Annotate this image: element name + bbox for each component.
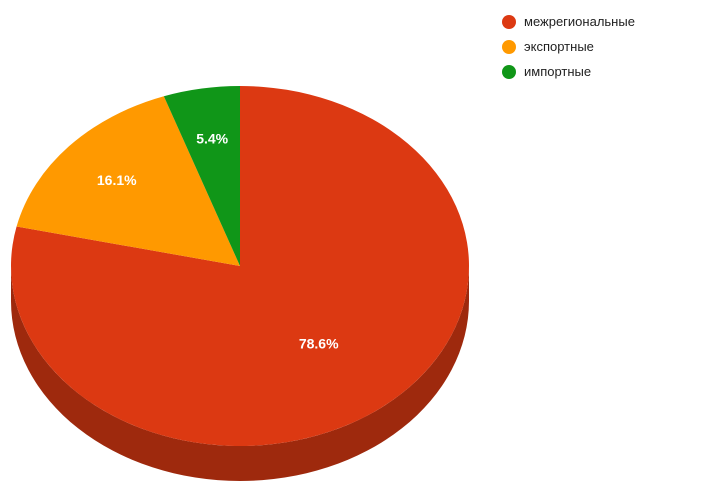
legend-label-export: экспортные [524, 39, 594, 54]
legend-item-import[interactable]: импортные [502, 59, 635, 84]
legend-label-interregional: межрегиональные [524, 14, 635, 29]
legend-item-export[interactable]: экспортные [502, 34, 635, 59]
pie-slices [11, 86, 469, 446]
pie-slice-export[interactable] [16, 96, 241, 266]
legend-item-interregional[interactable]: межрегиональные [502, 9, 635, 34]
pie-slice-import[interactable] [163, 86, 240, 266]
legend-marker-export [502, 39, 516, 54]
slice-label-import: 5.4% [196, 130, 228, 146]
chart-legend: межрегиональные экспортные импортные [502, 9, 635, 84]
legend-label-import: импортные [524, 64, 592, 79]
slice-label-export: 16.1% [97, 172, 137, 188]
slice-label-interregional: 78.6% [299, 335, 339, 351]
legend-marker-import [502, 64, 516, 79]
pie-3d-sides [11, 266, 469, 481]
pie-side-interregional [11, 266, 469, 481]
pie-slice-labels: 78.6% 16.1% 5.4% [97, 130, 339, 351]
legend-marker-interregional [502, 14, 516, 29]
